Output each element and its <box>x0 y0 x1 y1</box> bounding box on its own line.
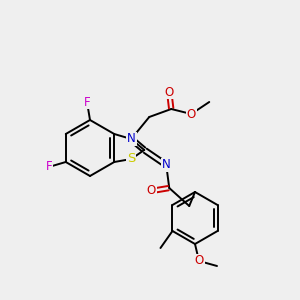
Text: N: N <box>162 158 171 172</box>
Text: O: O <box>194 254 204 268</box>
Text: N: N <box>127 133 136 146</box>
Text: O: O <box>165 85 174 98</box>
Text: F: F <box>84 95 90 109</box>
Text: O: O <box>187 107 196 121</box>
Text: F: F <box>45 160 52 173</box>
Text: O: O <box>147 184 156 197</box>
Text: S: S <box>127 152 135 166</box>
